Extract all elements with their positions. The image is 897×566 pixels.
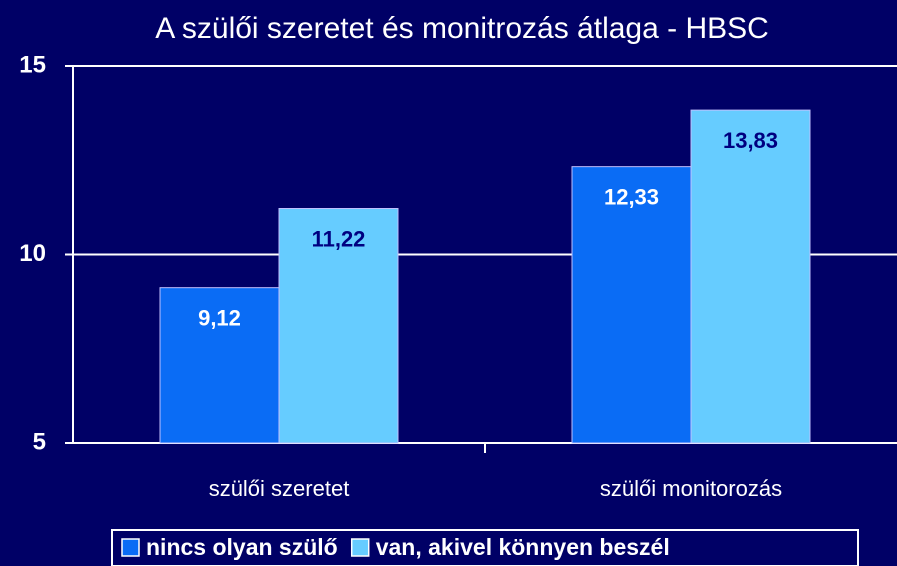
bar (571, 166, 692, 444)
chart-title: A szülői szeretet és monitrozás átlaga -… (155, 12, 769, 45)
bar (159, 287, 280, 444)
legend-label: van, akivel könnyen beszél (376, 534, 670, 560)
value-label: 13,83 (723, 128, 778, 153)
value-label: 9,12 (198, 305, 241, 330)
y-tick-label: 15 (19, 51, 46, 78)
value-label: 11,22 (312, 226, 366, 251)
y-tick-label: 5 (33, 428, 46, 455)
y-tick-label: 10 (19, 240, 46, 267)
legend-marker (350, 538, 370, 557)
value-label: 12,33 (604, 184, 659, 209)
legend-box (111, 529, 859, 566)
x-tick-label: szülői monitorozás (600, 476, 782, 501)
legend-label: nincs olyan szülő (146, 534, 338, 560)
x-tick-label: szülői szeretet (209, 476, 350, 501)
bar (690, 109, 811, 444)
bar (278, 208, 399, 444)
legend-marker (121, 538, 140, 557)
